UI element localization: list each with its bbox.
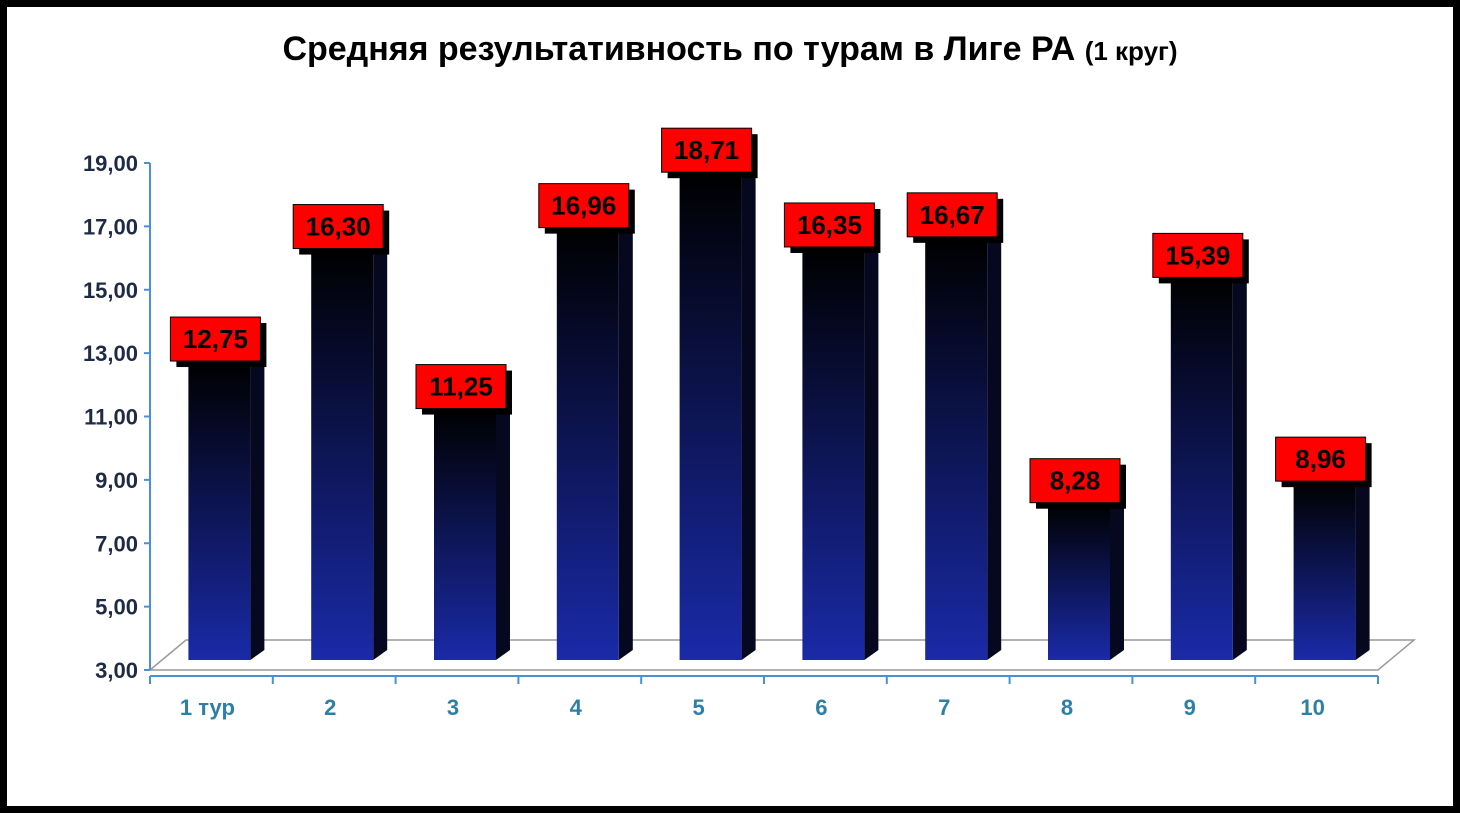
bar (188, 351, 265, 660)
y-tick-label: 11,00 (84, 405, 138, 430)
bar-side (864, 236, 879, 661)
y-tick-label: 9,00 (95, 468, 138, 493)
value-label: 12,75 (169, 316, 267, 368)
bar-side (496, 398, 510, 660)
value-label-box (661, 127, 753, 173)
y-tick-label: 13,00 (83, 341, 138, 366)
category-label: 9 (1184, 695, 1196, 720)
chart-title: Средняя результативность по турам в Лиге… (0, 30, 1460, 69)
bar (1293, 471, 1370, 660)
bar (802, 236, 879, 661)
bar (925, 226, 1002, 660)
value-label-box (1029, 458, 1121, 504)
bar-side (1110, 492, 1124, 660)
bar-front (311, 248, 374, 660)
value-label-box (538, 183, 630, 229)
value-label: 16,96 (538, 183, 635, 234)
value-label-box (169, 316, 261, 362)
bar-front (434, 408, 496, 660)
value-label: 16,30 (292, 204, 390, 255)
category-label: 6 (815, 695, 827, 720)
value-label-text: 16,96 (551, 191, 616, 221)
bars (188, 162, 1370, 661)
category-label: 8 (1061, 695, 1073, 720)
value-label-text: 12,75 (183, 324, 248, 354)
bar-side (618, 217, 633, 660)
value-label: 16,67 (906, 192, 1004, 243)
value-label-box (292, 204, 384, 250)
value-label-box (1152, 232, 1244, 278)
bar-front (925, 236, 988, 660)
value-label-box (783, 202, 875, 248)
bar-front (1048, 502, 1110, 660)
bar (311, 238, 388, 660)
bar (1170, 267, 1247, 660)
value-label-text: 8,96 (1295, 444, 1346, 474)
chart-title-suffix: (1 круг) (1084, 36, 1178, 66)
category-label: 10 (1300, 695, 1324, 720)
bar-front (556, 227, 619, 660)
bar-side (1355, 471, 1370, 660)
value-label-text: 11,25 (429, 372, 493, 402)
value-label-text: 16,30 (306, 212, 371, 242)
value-label: 11,25 (415, 364, 512, 415)
y-tick-label: 15,00 (83, 278, 138, 303)
bar-side (250, 351, 265, 660)
bar-side (1232, 267, 1247, 660)
bar-front (802, 246, 865, 661)
bar-front (1293, 481, 1356, 660)
value-label: 15,39 (1152, 232, 1249, 284)
y-tick-label: 5,00 (95, 595, 138, 620)
value-label: 8,28 (1029, 458, 1126, 509)
value-labels: 12,75 16,30 11,25 16,96 18,71 16,35 16,67 8,28 1… (169, 127, 1372, 509)
category-label: 5 (692, 695, 704, 720)
value-label-text: 18,71 (674, 135, 739, 165)
y-tick-label: 3,00 (95, 658, 138, 683)
chart-title-main: Средняя результативность по турам в Лиге… (282, 30, 1076, 68)
value-label: 18,71 (661, 127, 758, 179)
bar-front (188, 361, 251, 660)
bar (556, 217, 633, 660)
bar-side (741, 162, 756, 660)
bar-side (987, 226, 1002, 660)
value-label-text: 16,67 (920, 200, 985, 230)
value-label-box (415, 364, 507, 410)
category-label: 3 (447, 695, 459, 720)
bar-front (679, 172, 742, 660)
category-label: 4 (570, 695, 583, 720)
value-label-text: 15,39 (1165, 240, 1230, 270)
category-label: 2 (324, 695, 336, 720)
category-label: 7 (938, 695, 950, 720)
category-label: 1 тур (180, 695, 235, 720)
bar (1048, 492, 1124, 660)
value-label-text: 16,35 (797, 210, 862, 240)
bar (679, 162, 756, 660)
y-tick-label: 17,00 (83, 214, 138, 239)
axes: 3,00 5,00 7,00 9,00 11,00 13,00 15,00 17,00 19,0… (83, 151, 1379, 720)
value-label: 16,35 (783, 202, 881, 253)
value-label-box (1275, 436, 1367, 482)
value-label-text: 8,28 (1050, 466, 1101, 496)
y-tick-label: 19,00 (83, 151, 138, 176)
value-label-box (906, 192, 998, 238)
bar (434, 398, 510, 660)
bar-front (1170, 277, 1233, 660)
bar-side (373, 238, 388, 660)
value-label: 8,96 (1275, 436, 1372, 488)
y-tick-label: 7,00 (95, 531, 138, 556)
